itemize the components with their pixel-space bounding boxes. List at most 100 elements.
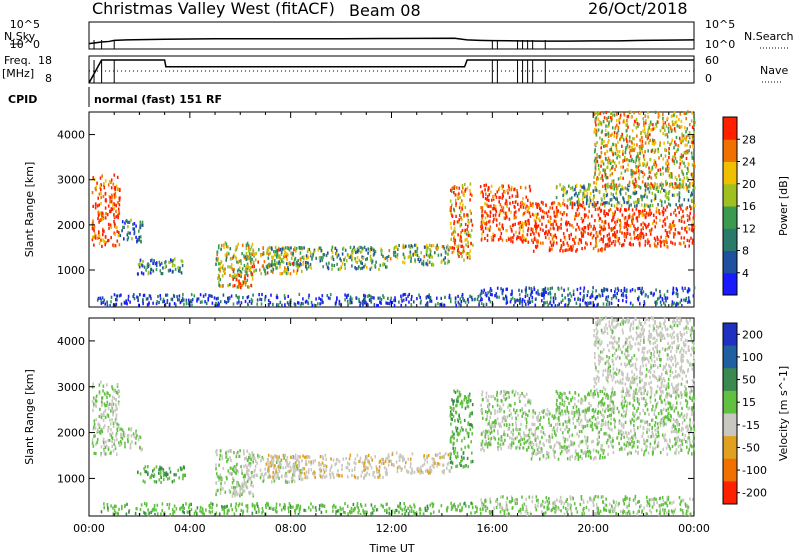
range-cell	[610, 203, 613, 207]
range-cell	[662, 206, 665, 210]
range-cell	[520, 225, 523, 229]
range-cell	[584, 226, 587, 230]
range-cell	[116, 175, 119, 179]
range-cell	[170, 297, 173, 301]
range-cell	[446, 462, 449, 466]
data-cells	[91, 316, 696, 517]
range-cell	[319, 302, 321, 306]
range-cell	[231, 274, 233, 279]
range-cell	[463, 436, 466, 440]
range-cell	[218, 244, 220, 248]
range-cell	[553, 214, 556, 218]
range-cell	[614, 183, 616, 187]
range-cell	[143, 467, 145, 471]
range-cell	[305, 299, 308, 303]
range-cell	[461, 294, 463, 298]
range-cell	[220, 485, 222, 489]
range-cell	[523, 236, 525, 240]
range-cell	[494, 193, 497, 197]
range-cell	[376, 303, 378, 307]
range-cell	[363, 475, 365, 480]
range-cell	[623, 158, 626, 162]
range-cell	[190, 299, 192, 303]
range-cell	[521, 202, 524, 206]
range-cell	[199, 300, 202, 304]
range-cell	[600, 202, 602, 206]
range-cell	[522, 297, 524, 302]
range-cell	[244, 463, 247, 467]
range-cell	[248, 256, 251, 260]
range-cell	[616, 156, 618, 160]
range-cell	[140, 448, 143, 452]
range-cell	[595, 130, 598, 134]
range-cell	[254, 468, 256, 472]
range-cell	[449, 414, 452, 418]
range-cell	[526, 219, 529, 224]
range-cell	[629, 154, 632, 158]
range-cell	[107, 414, 110, 418]
range-cell	[608, 302, 611, 306]
range-cell	[93, 243, 95, 247]
range-cell	[211, 301, 214, 305]
range-cell	[537, 292, 539, 296]
range-cell	[236, 295, 239, 299]
range-cell	[678, 136, 681, 140]
range-cell	[532, 204, 534, 208]
range-cell	[103, 413, 105, 418]
range-cell	[487, 227, 489, 231]
range-cell	[93, 235, 96, 239]
range-cell	[229, 273, 231, 277]
range-cell	[618, 150, 621, 154]
range-cell	[668, 225, 671, 229]
range-cell	[535, 216, 538, 220]
range-cell	[175, 303, 177, 307]
range-cell	[95, 404, 97, 408]
range-cell	[605, 295, 608, 299]
range-cell	[165, 293, 167, 297]
range-cell	[618, 241, 621, 246]
range-cell	[361, 299, 364, 304]
range-cell	[347, 254, 350, 258]
range-cell	[354, 462, 357, 466]
range-cell	[613, 187, 615, 191]
range-cell	[670, 129, 673, 134]
range-cell	[260, 473, 262, 477]
range-cell	[563, 203, 566, 207]
range-cell	[527, 240, 530, 244]
range-cell	[113, 396, 116, 400]
range-cell	[101, 211, 104, 215]
range-cell	[211, 294, 213, 298]
range-cell	[221, 266, 224, 270]
range-cell	[365, 455, 367, 459]
range-cell	[597, 213, 600, 217]
range-cell	[682, 182, 684, 187]
range-cell	[657, 189, 659, 193]
range-cell	[99, 407, 101, 411]
range-cell	[658, 156, 660, 160]
range-cell	[92, 219, 94, 223]
range-cell	[687, 198, 690, 202]
range-cell	[685, 156, 688, 160]
range-cell	[233, 284, 236, 288]
range-cell	[345, 466, 348, 470]
range-cell	[139, 261, 141, 266]
range-cell	[235, 452, 238, 456]
range-cell	[384, 459, 387, 464]
range-cell	[675, 182, 677, 186]
range-cell	[287, 262, 289, 266]
range-cell	[537, 289, 539, 293]
range-cell	[664, 190, 667, 194]
range-cell	[518, 231, 521, 235]
range-cell	[283, 254, 285, 259]
range-cell	[625, 123, 627, 127]
range-cell	[243, 457, 246, 461]
range-cell	[428, 293, 430, 297]
range-cell	[659, 143, 661, 147]
range-cell	[458, 432, 461, 436]
range-cell	[361, 470, 363, 474]
range-cell	[617, 217, 619, 222]
range-cell	[638, 286, 641, 291]
range-cell	[137, 237, 139, 242]
range-cell	[592, 198, 595, 202]
range-cell	[119, 443, 122, 447]
